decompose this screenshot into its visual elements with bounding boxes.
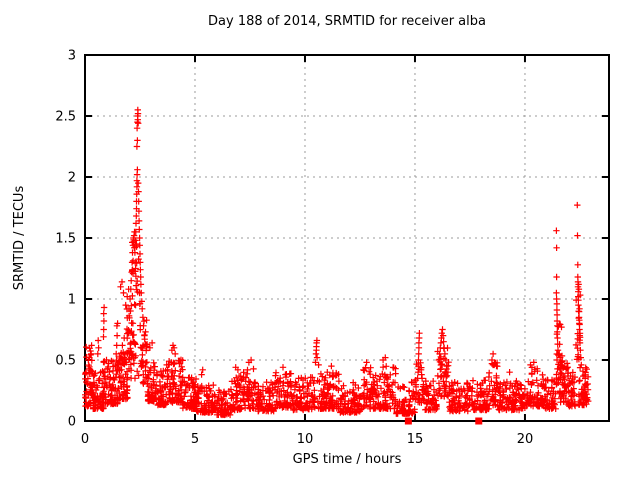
y-tick-label: 1.5 xyxy=(55,232,76,247)
y-tick-label: 2 xyxy=(68,171,76,186)
y-tick-label: 3 xyxy=(68,49,76,64)
tick-labels: 0 5 10 15 20 0 0.5 1 1.5 2 2.5 3 xyxy=(55,49,533,448)
zero-value-markers xyxy=(404,417,483,425)
y-tick-label: 2.5 xyxy=(55,110,76,125)
x-tick-label: 20 xyxy=(517,432,534,447)
scatter-points xyxy=(82,106,592,419)
axis-ticks xyxy=(84,54,609,422)
x-tick-label: 5 xyxy=(191,432,199,447)
y-tick-label: 0.5 xyxy=(55,354,76,369)
chart-title: Day 188 of 2014, SRMTID for receiver alb… xyxy=(208,14,486,29)
x-axis-label: GPS time / hours xyxy=(292,452,402,467)
x-tick-label: 10 xyxy=(297,432,314,447)
y-tick-label: 0 xyxy=(68,415,76,430)
x-tick-label: 0 xyxy=(81,432,89,447)
x-tick-label: 15 xyxy=(407,432,424,447)
y-tick-label: 1 xyxy=(68,293,76,308)
grid-lines xyxy=(85,55,609,421)
